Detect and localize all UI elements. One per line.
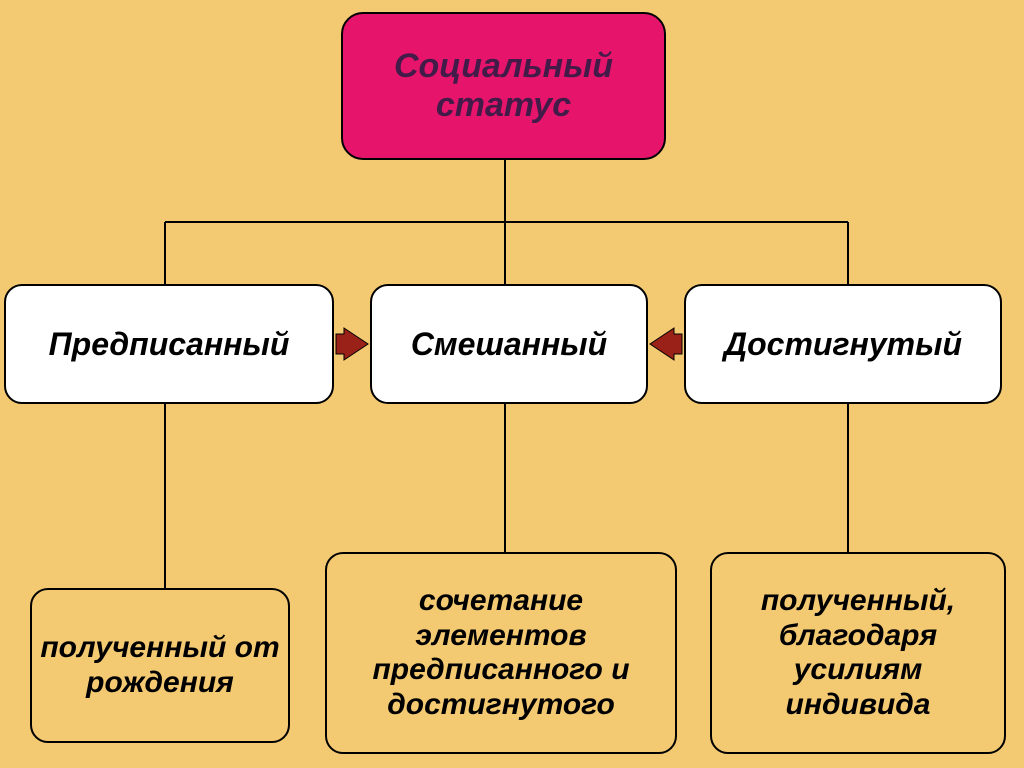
desc-prescribed: полученный от рождения: [30, 588, 290, 743]
root-node-label: Социальный статус: [349, 47, 658, 125]
type-node-mixed: Смешанный: [370, 284, 648, 404]
type-node-label: Смешанный: [411, 326, 607, 363]
arrow-right-to-mid-icon: [650, 328, 682, 360]
arrow-left-to-mid-icon: [336, 328, 368, 360]
type-node-achieved: Достигнутый: [684, 284, 1002, 404]
desc-node-label: полученный от рождения: [38, 631, 282, 700]
type-node-prescribed: Предписанный: [4, 284, 334, 404]
type-node-label: Достигнутый: [724, 326, 962, 363]
desc-node-label: полученный, благодаря усилиям индивида: [718, 584, 998, 722]
desc-mixed: сочетание элементов предписанного и дост…: [325, 552, 677, 754]
desc-achieved: полученный, благодаря усилиям индивида: [710, 552, 1006, 754]
type-node-label: Предписанный: [49, 326, 290, 363]
root-node: Социальный статус: [341, 12, 666, 160]
desc-node-label: сочетание элементов предписанного и дост…: [333, 584, 669, 722]
